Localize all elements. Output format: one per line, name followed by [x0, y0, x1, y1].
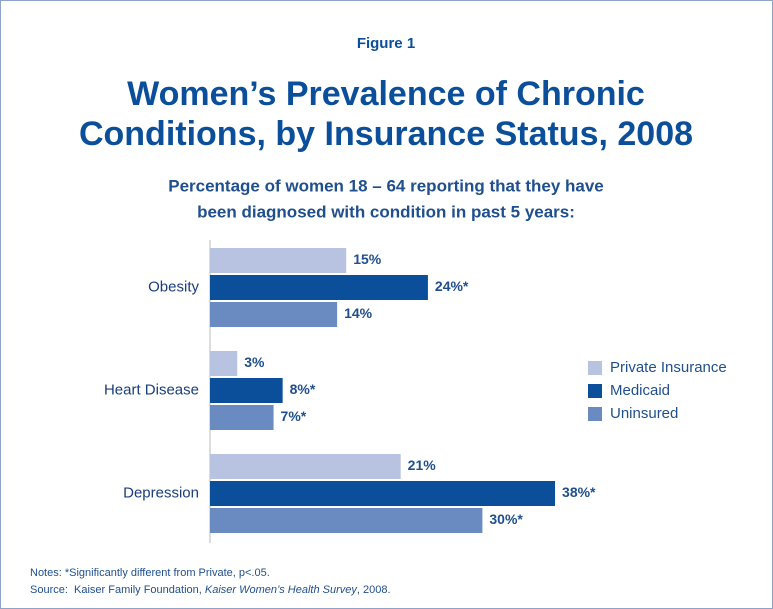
legend-swatch — [588, 384, 602, 398]
value-label: 24%* — [435, 278, 469, 294]
source-text: Kaiser Women’s Health Survey — [205, 584, 359, 596]
bar — [210, 481, 556, 506]
legend-label: Private Insurance — [610, 359, 727, 376]
bar — [210, 405, 274, 430]
value-label: 8%* — [290, 381, 316, 397]
source-text: , 2008. — [357, 584, 391, 596]
chart-title: Conditions, by Insurance Status, 2008 — [79, 115, 693, 153]
note: Notes: *Significantly different from Pri… — [30, 567, 270, 579]
bar — [210, 351, 238, 376]
chart-title: Women’s Prevalence of Chronic — [127, 75, 645, 113]
value-label: 14% — [344, 305, 373, 321]
value-label: 30%* — [489, 511, 523, 527]
legend-label: Medicaid — [610, 382, 670, 399]
category-label: Depression — [123, 484, 199, 501]
value-label: 15% — [353, 251, 382, 267]
subtitle: been diagnosed with condition in past 5 … — [197, 202, 575, 221]
value-label: 38%* — [562, 484, 596, 500]
subtitle: Percentage of women 18 – 64 reporting th… — [168, 176, 604, 195]
category-label: Heart Disease — [104, 381, 199, 398]
bar — [210, 508, 483, 533]
source-text: Source: Kaiser Family Foundation, — [30, 584, 205, 596]
bar — [210, 378, 283, 403]
figure-label: Figure 1 — [357, 35, 415, 52]
value-label: 3% — [244, 354, 265, 370]
source: Source: Kaiser Family Foundation, Kaiser… — [30, 584, 391, 596]
legend-swatch — [588, 361, 602, 375]
legend-label: Uninsured — [610, 405, 678, 422]
bar — [210, 454, 401, 479]
value-label: 21% — [408, 457, 437, 473]
legend-swatch — [588, 407, 602, 421]
value-label: 7%* — [281, 408, 307, 424]
category-label: Obesity — [148, 278, 199, 295]
bar — [210, 302, 338, 327]
bar — [210, 275, 428, 300]
bar — [210, 248, 347, 273]
